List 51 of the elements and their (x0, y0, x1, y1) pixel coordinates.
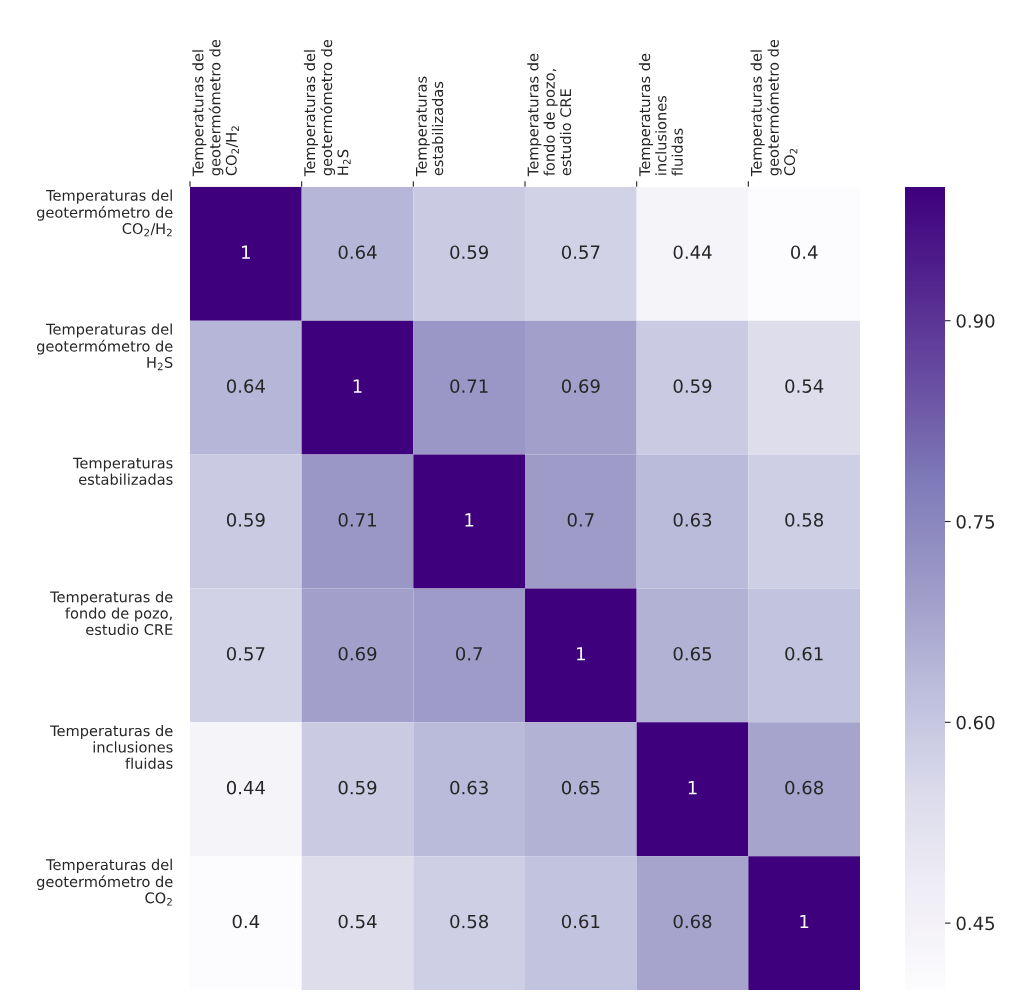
data-label: 0.58 (450, 914, 489, 929)
x-tick-label: Temperaturas del geotermómetro de CO$_{2}$ (750, 39, 798, 177)
data-label: 1 (353, 379, 362, 393)
data-label: 0.7 (567, 513, 594, 527)
data-label: 1 (800, 914, 809, 929)
data-label: 0.54 (785, 379, 824, 393)
data-label: 0.64 (226, 379, 265, 393)
data-label: 0.65 (673, 646, 712, 661)
data-label: 0.59 (450, 245, 488, 260)
data-label: 0.61 (785, 646, 823, 661)
data-label: 0.68 (673, 914, 712, 929)
x-tick-label: Temperaturas del geotermómetro de H$_{2}$S (303, 39, 351, 177)
data-label: 0.68 (785, 780, 824, 795)
data-label: 0.59 (673, 379, 712, 393)
color-bar-label: 0.60 (956, 715, 995, 730)
data-label: 0.57 (561, 245, 600, 260)
data-label: 1 (577, 647, 585, 661)
data-label: 0.7 (456, 646, 482, 661)
y-tick-label: Temperaturas de fondo de pozo, estudio CRE (50, 591, 173, 636)
data-label: 0.59 (338, 780, 377, 795)
data-label: 0.4 (791, 245, 818, 260)
data-label: 0.57 (226, 646, 265, 661)
data-label: 0.44 (673, 245, 712, 260)
data-label: 0.65 (561, 780, 600, 795)
data-label: 0.69 (338, 646, 377, 661)
data-label: 0.58 (785, 513, 824, 527)
data-label: 0.69 (561, 379, 600, 393)
y-tick-label: Temperaturas del geotermómetro de H$_{2}$S (36, 323, 173, 371)
data-label: 0.61 (561, 914, 600, 929)
data-label: 1 (465, 513, 474, 527)
x-tick-label: Temperaturas estabilizadas (416, 76, 444, 177)
x-tick-label: Temperaturas de fondo de pozo, estudio CRE (527, 53, 572, 177)
data-label: 0.54 (338, 914, 377, 929)
data-label: 0.44 (226, 780, 265, 795)
x-tick-label: Temperaturas de inclusiones fluidas (638, 53, 683, 177)
y-tick-label: Temperaturas estabilizadas (72, 457, 173, 485)
color-bar-label: 0.90 (956, 314, 995, 328)
data-label: 0.63 (673, 513, 712, 527)
data-label: 0.71 (450, 379, 488, 393)
data-label: 1 (242, 245, 250, 259)
data-label: 1 (688, 781, 697, 795)
y-tick-label: Temperaturas de inclusiones fluidas (50, 724, 173, 769)
data-label: 0.4 (232, 914, 260, 929)
data-label: 0.63 (450, 780, 488, 795)
color-bar-label: 0.75 (956, 514, 995, 529)
data-label: 0.64 (338, 245, 377, 260)
y-tick-label: Temperaturas del geotermómetro de CO$_{2}$/H$_{2}$ (36, 189, 173, 237)
color-bar-label: 0.45 (956, 916, 995, 931)
data-label: 0.71 (338, 513, 376, 527)
data-label: 0.59 (226, 513, 265, 527)
y-tick-label: Temperaturas del geotermómetro de CO$_{2}$ (36, 858, 173, 906)
